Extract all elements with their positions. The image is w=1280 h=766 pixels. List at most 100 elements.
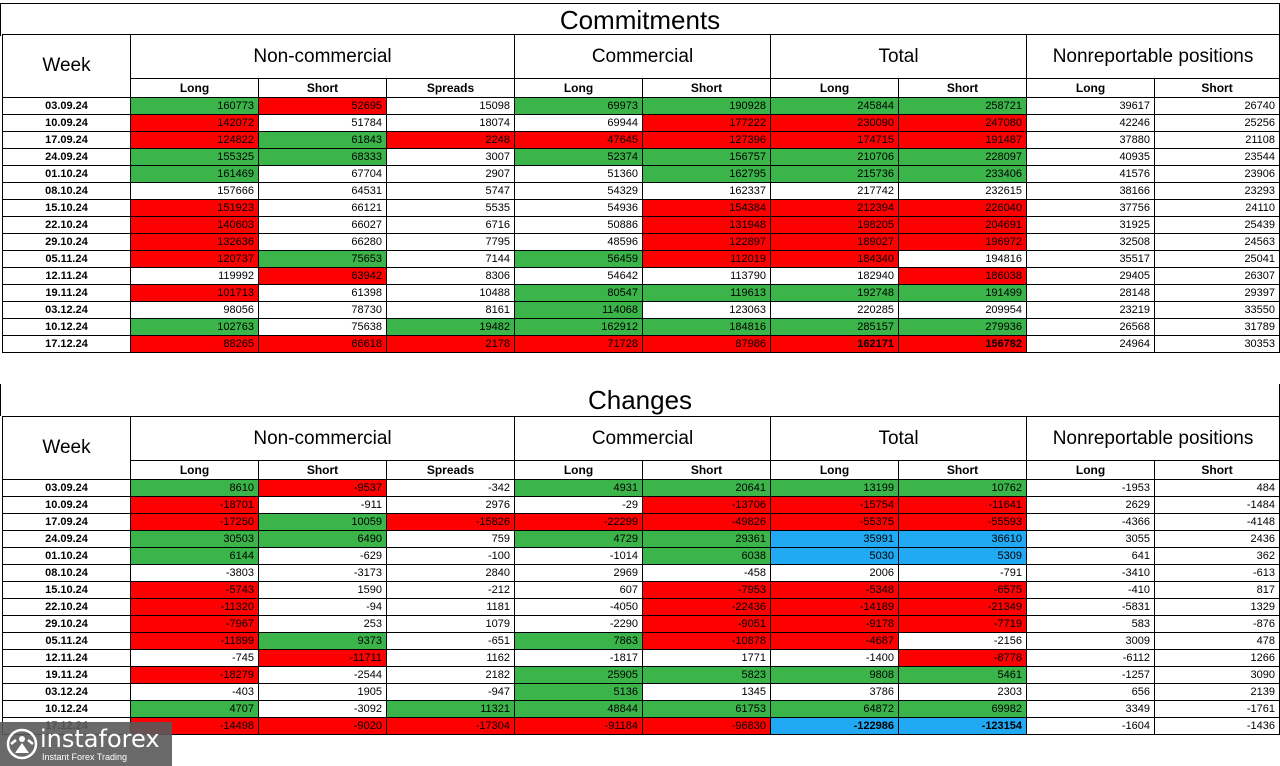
value-cell: 484	[1154, 479, 1280, 497]
value-cell: -4687	[770, 632, 900, 650]
value-cell: 4707	[130, 700, 259, 718]
value-cell: -11711	[258, 649, 387, 667]
week-cell: 24.09.24	[2, 530, 131, 548]
value-cell: 6144	[130, 547, 259, 565]
value-cell: 212394	[770, 199, 900, 217]
value-cell: -9051	[641, 615, 772, 633]
value-cell: 2840	[386, 564, 515, 582]
value-cell: 162337	[641, 182, 772, 200]
value-cell: -122986	[770, 717, 900, 735]
value-cell: 7144	[386, 250, 515, 268]
value-cell: 191499	[898, 284, 1028, 302]
week-cell: 10.12.24	[2, 700, 131, 718]
table-row: 10.12.24 4707 -3092 11321 48844 61753 64872 699…	[2, 700, 1280, 718]
value-cell: -94	[258, 598, 387, 616]
value-cell: 66121	[258, 199, 387, 217]
week-header: Week	[2, 416, 131, 480]
value-cell: 656	[1026, 683, 1156, 701]
value-cell: 124822	[130, 131, 259, 149]
value-cell: -791	[898, 564, 1028, 582]
value-cell: 23293	[1154, 182, 1280, 200]
value-cell: 5461	[898, 666, 1028, 684]
value-cell: 122897	[641, 233, 772, 251]
value-cell: -22299	[514, 513, 643, 531]
column-subheader: Short	[898, 460, 1028, 480]
value-cell: -100	[386, 547, 515, 565]
table-row: 03.12.24 -403 1905 -947 5136 1345 3786 2303 656 2…	[2, 683, 1280, 701]
value-cell: -1014	[514, 547, 643, 565]
table-row: 03.12.24 98056 78730 8161 114068 123063 220285…	[2, 301, 1280, 319]
value-cell: 6490	[258, 530, 387, 548]
value-cell: 759	[386, 530, 515, 548]
table-row: 24.09.24 30503 6490 759 4729 29361 35991 36610 3…	[2, 530, 1280, 548]
value-cell: 10762	[898, 479, 1028, 497]
column-subheader: Short	[898, 78, 1028, 98]
value-cell: 182940	[770, 267, 900, 285]
column-subheader: Long	[1026, 78, 1156, 98]
value-cell: -5831	[1026, 598, 1156, 616]
value-cell: 8161	[386, 301, 515, 319]
value-cell: 26740	[1154, 97, 1280, 115]
commitments-title: Commitments	[0, 3, 1280, 36]
value-cell: -29	[514, 496, 643, 514]
table-row: 15.10.24 -5743 1590 -212 607 -7953 -5348 -6575-…	[2, 581, 1280, 599]
value-cell: -3092	[258, 700, 387, 718]
value-cell: 25041	[1154, 250, 1280, 268]
value-cell: 210706	[770, 148, 900, 166]
value-cell: -55375	[770, 513, 900, 531]
column-subheader: Long	[770, 460, 900, 480]
table-row: 05.11.24 120737 75653 7144 56459 112019 184340…	[2, 250, 1280, 268]
value-cell: 119613	[641, 284, 772, 302]
value-cell: 15098	[386, 97, 515, 115]
value-cell: 21108	[1154, 131, 1280, 149]
value-cell: 75653	[258, 250, 387, 268]
value-cell: 2006	[770, 564, 900, 582]
value-cell: -745	[130, 649, 259, 667]
value-cell: 154384	[641, 199, 772, 217]
value-cell: 38166	[1026, 182, 1156, 200]
value-cell: 37880	[1026, 131, 1156, 149]
changes-title: Changes	[0, 384, 1280, 416]
value-cell: 279936	[898, 318, 1028, 336]
week-cell: 08.10.24	[2, 182, 131, 200]
value-cell: 142072	[130, 114, 259, 132]
value-cell: -1761	[1154, 700, 1280, 718]
value-cell: 5535	[386, 199, 515, 217]
week-cell: 03.09.24	[2, 479, 131, 497]
week-cell: 12.11.24	[2, 267, 131, 285]
value-cell: 32508	[1026, 233, 1156, 251]
table-row: 22.10.24 140603 66027 6716 50886 131948 198205…	[2, 216, 1280, 234]
value-cell: 3009	[1026, 632, 1156, 650]
value-cell: 25256	[1154, 114, 1280, 132]
value-cell: -629	[258, 547, 387, 565]
value-cell: 112019	[641, 250, 772, 268]
value-cell: 10059	[258, 513, 387, 531]
table-row: 01.10.24 6144 -629 -100 -1014 6038 5030 5309 641…	[2, 547, 1280, 565]
column-subheader: Short	[1154, 460, 1280, 480]
value-cell: 30353	[1154, 335, 1280, 353]
column-subheader: Long	[514, 78, 643, 98]
value-cell: -8778	[898, 649, 1028, 667]
column-subheader: Short	[1154, 78, 1280, 98]
week-cell: 19.11.24	[2, 666, 131, 684]
value-cell: 151923	[130, 199, 259, 217]
value-cell: 52695	[258, 97, 387, 115]
value-cell: -403	[130, 683, 259, 701]
value-cell: 114068	[514, 301, 643, 319]
week-cell: 22.10.24	[2, 216, 131, 234]
value-cell: 24563	[1154, 233, 1280, 251]
value-cell: 3786	[770, 683, 900, 701]
value-cell: 1771	[641, 649, 772, 667]
value-cell: -3803	[130, 564, 259, 582]
value-cell: 220285	[770, 301, 900, 319]
value-cell: 54642	[514, 267, 643, 285]
value-cell: -2544	[258, 666, 387, 684]
value-cell: -4050	[514, 598, 643, 616]
value-cell: 23219	[1026, 301, 1156, 319]
value-cell: 1079	[386, 615, 515, 633]
value-cell: 174715	[770, 131, 900, 149]
table-row: 12.11.24 119992 63942 8306 54642 113790 182940…	[2, 267, 1280, 285]
value-cell: 6716	[386, 216, 515, 234]
value-cell: -911	[258, 496, 387, 514]
week-cell: 03.12.24	[2, 301, 131, 319]
